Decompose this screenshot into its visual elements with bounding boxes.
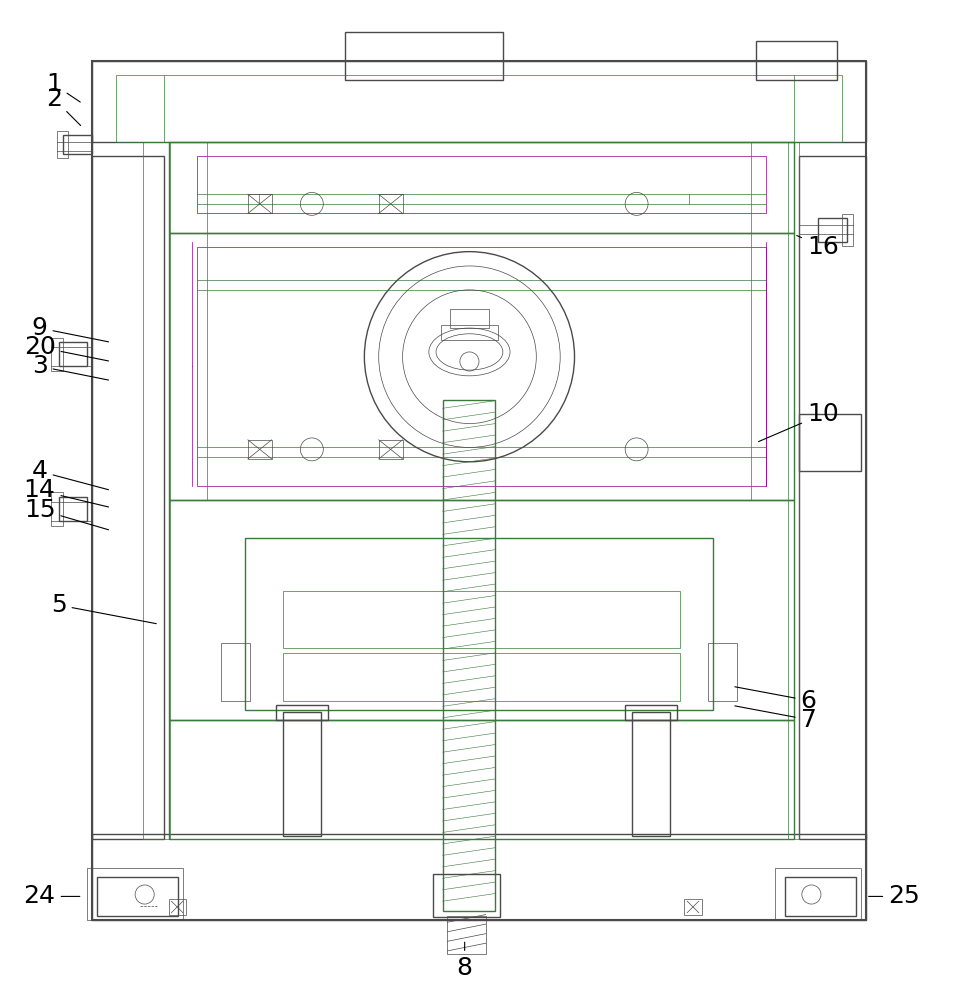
Bar [284, 591, 679, 648]
Bar [788, 142, 799, 839]
Bar [92, 834, 866, 920]
Bar [818, 218, 847, 242]
Bar [842, 214, 854, 246]
Bar [169, 233, 794, 500]
Bar [447, 916, 486, 954]
Bar [632, 712, 670, 836]
Bar [51, 492, 62, 526]
Text: 9: 9 [32, 316, 108, 342]
Bar [433, 874, 500, 917]
Bar [58, 497, 87, 521]
Bar [245, 538, 713, 710]
Text: 24: 24 [24, 884, 80, 908]
Bar [169, 500, 794, 720]
Text: 2: 2 [46, 87, 80, 125]
Bar [443, 400, 495, 911]
Bar [378, 194, 402, 213]
Bar [684, 899, 701, 915]
Bar [92, 156, 164, 839]
Bar [87, 868, 183, 920]
Bar [626, 705, 676, 720]
Bar [284, 712, 321, 836]
Bar [378, 440, 402, 459]
Text: 5: 5 [51, 593, 156, 624]
Bar [775, 868, 861, 920]
Bar [284, 653, 679, 701]
Bar [63, 135, 92, 154]
Bar [450, 309, 489, 328]
Bar [197, 156, 765, 213]
Text: 8: 8 [457, 942, 472, 980]
Text: 14: 14 [24, 478, 108, 507]
Bar [799, 414, 861, 471]
Bar [221, 643, 250, 701]
Bar [92, 61, 866, 920]
Text: 16: 16 [797, 235, 839, 259]
Text: 6: 6 [735, 687, 816, 713]
Bar [97, 877, 178, 916]
Text: 4: 4 [32, 459, 108, 490]
Text: 20: 20 [24, 335, 108, 361]
Bar [169, 720, 794, 839]
Text: 25: 25 [869, 884, 920, 908]
Bar [143, 142, 170, 839]
Bar [345, 32, 503, 80]
Bar [169, 899, 186, 915]
Bar [756, 41, 837, 80]
Text: 15: 15 [24, 498, 108, 530]
Bar [277, 705, 328, 720]
Bar [248, 440, 272, 459]
Bar [169, 142, 794, 233]
Text: 7: 7 [735, 706, 816, 732]
Text: 3: 3 [32, 354, 108, 380]
Bar [197, 247, 765, 486]
Text: 10: 10 [759, 402, 839, 442]
Text: 1: 1 [46, 72, 80, 102]
Bar [92, 61, 866, 142]
Bar [58, 342, 87, 366]
Bar [799, 156, 866, 839]
Bar [708, 643, 737, 701]
Bar [57, 131, 68, 158]
Bar [441, 325, 498, 340]
Bar [116, 75, 842, 142]
Bar [248, 194, 272, 213]
Bar [785, 877, 856, 916]
Bar [51, 338, 62, 371]
